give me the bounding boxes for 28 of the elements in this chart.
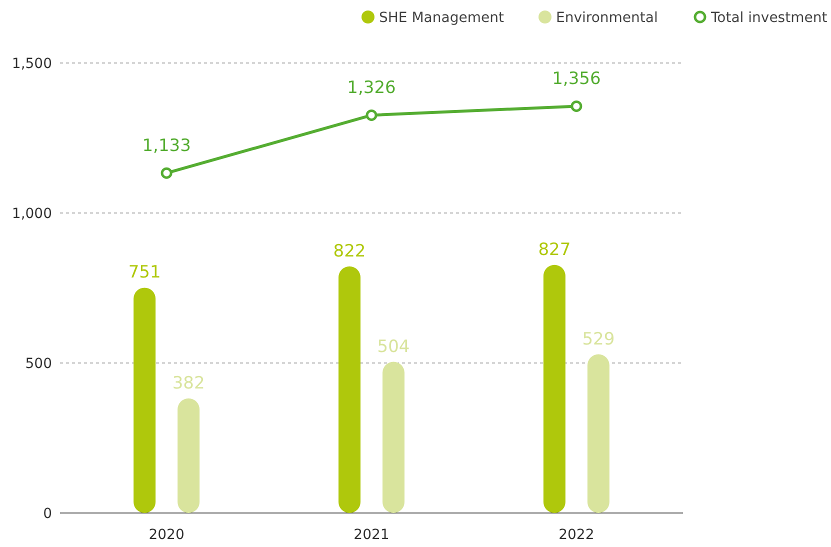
- legend-label: Environmental: [556, 10, 658, 26]
- data-label: 1,356: [552, 69, 601, 90]
- bar: [587, 354, 610, 513]
- data-label: 529: [582, 329, 615, 350]
- data-label: 1,326: [347, 78, 396, 98]
- y-tick-label: 1,000: [12, 206, 52, 222]
- data-label: 1,133: [142, 136, 191, 156]
- point: [570, 100, 582, 112]
- legend-label: SHE Management: [379, 10, 504, 26]
- x-tick-label: 2022: [558, 527, 594, 543]
- x-tick-label: 2020: [148, 527, 184, 543]
- bar: [338, 266, 360, 513]
- point: [366, 109, 378, 121]
- bar: [543, 264, 566, 513]
- point: [160, 167, 172, 179]
- data-label: 382: [172, 373, 205, 394]
- data-label: 822: [333, 241, 366, 262]
- bar: [382, 362, 404, 513]
- y-tick-label: 0: [43, 506, 52, 522]
- legend-label: Total investment: [710, 10, 828, 26]
- bar: [134, 288, 156, 513]
- data-label: 827: [538, 240, 571, 260]
- data-label: 504: [377, 336, 410, 357]
- y-tick-label: 500: [25, 356, 52, 372]
- data-label: 751: [128, 262, 161, 283]
- x-tick-label: 2021: [354, 527, 390, 543]
- bar: [178, 398, 200, 513]
- y-tick-label: 1,500: [12, 56, 52, 72]
